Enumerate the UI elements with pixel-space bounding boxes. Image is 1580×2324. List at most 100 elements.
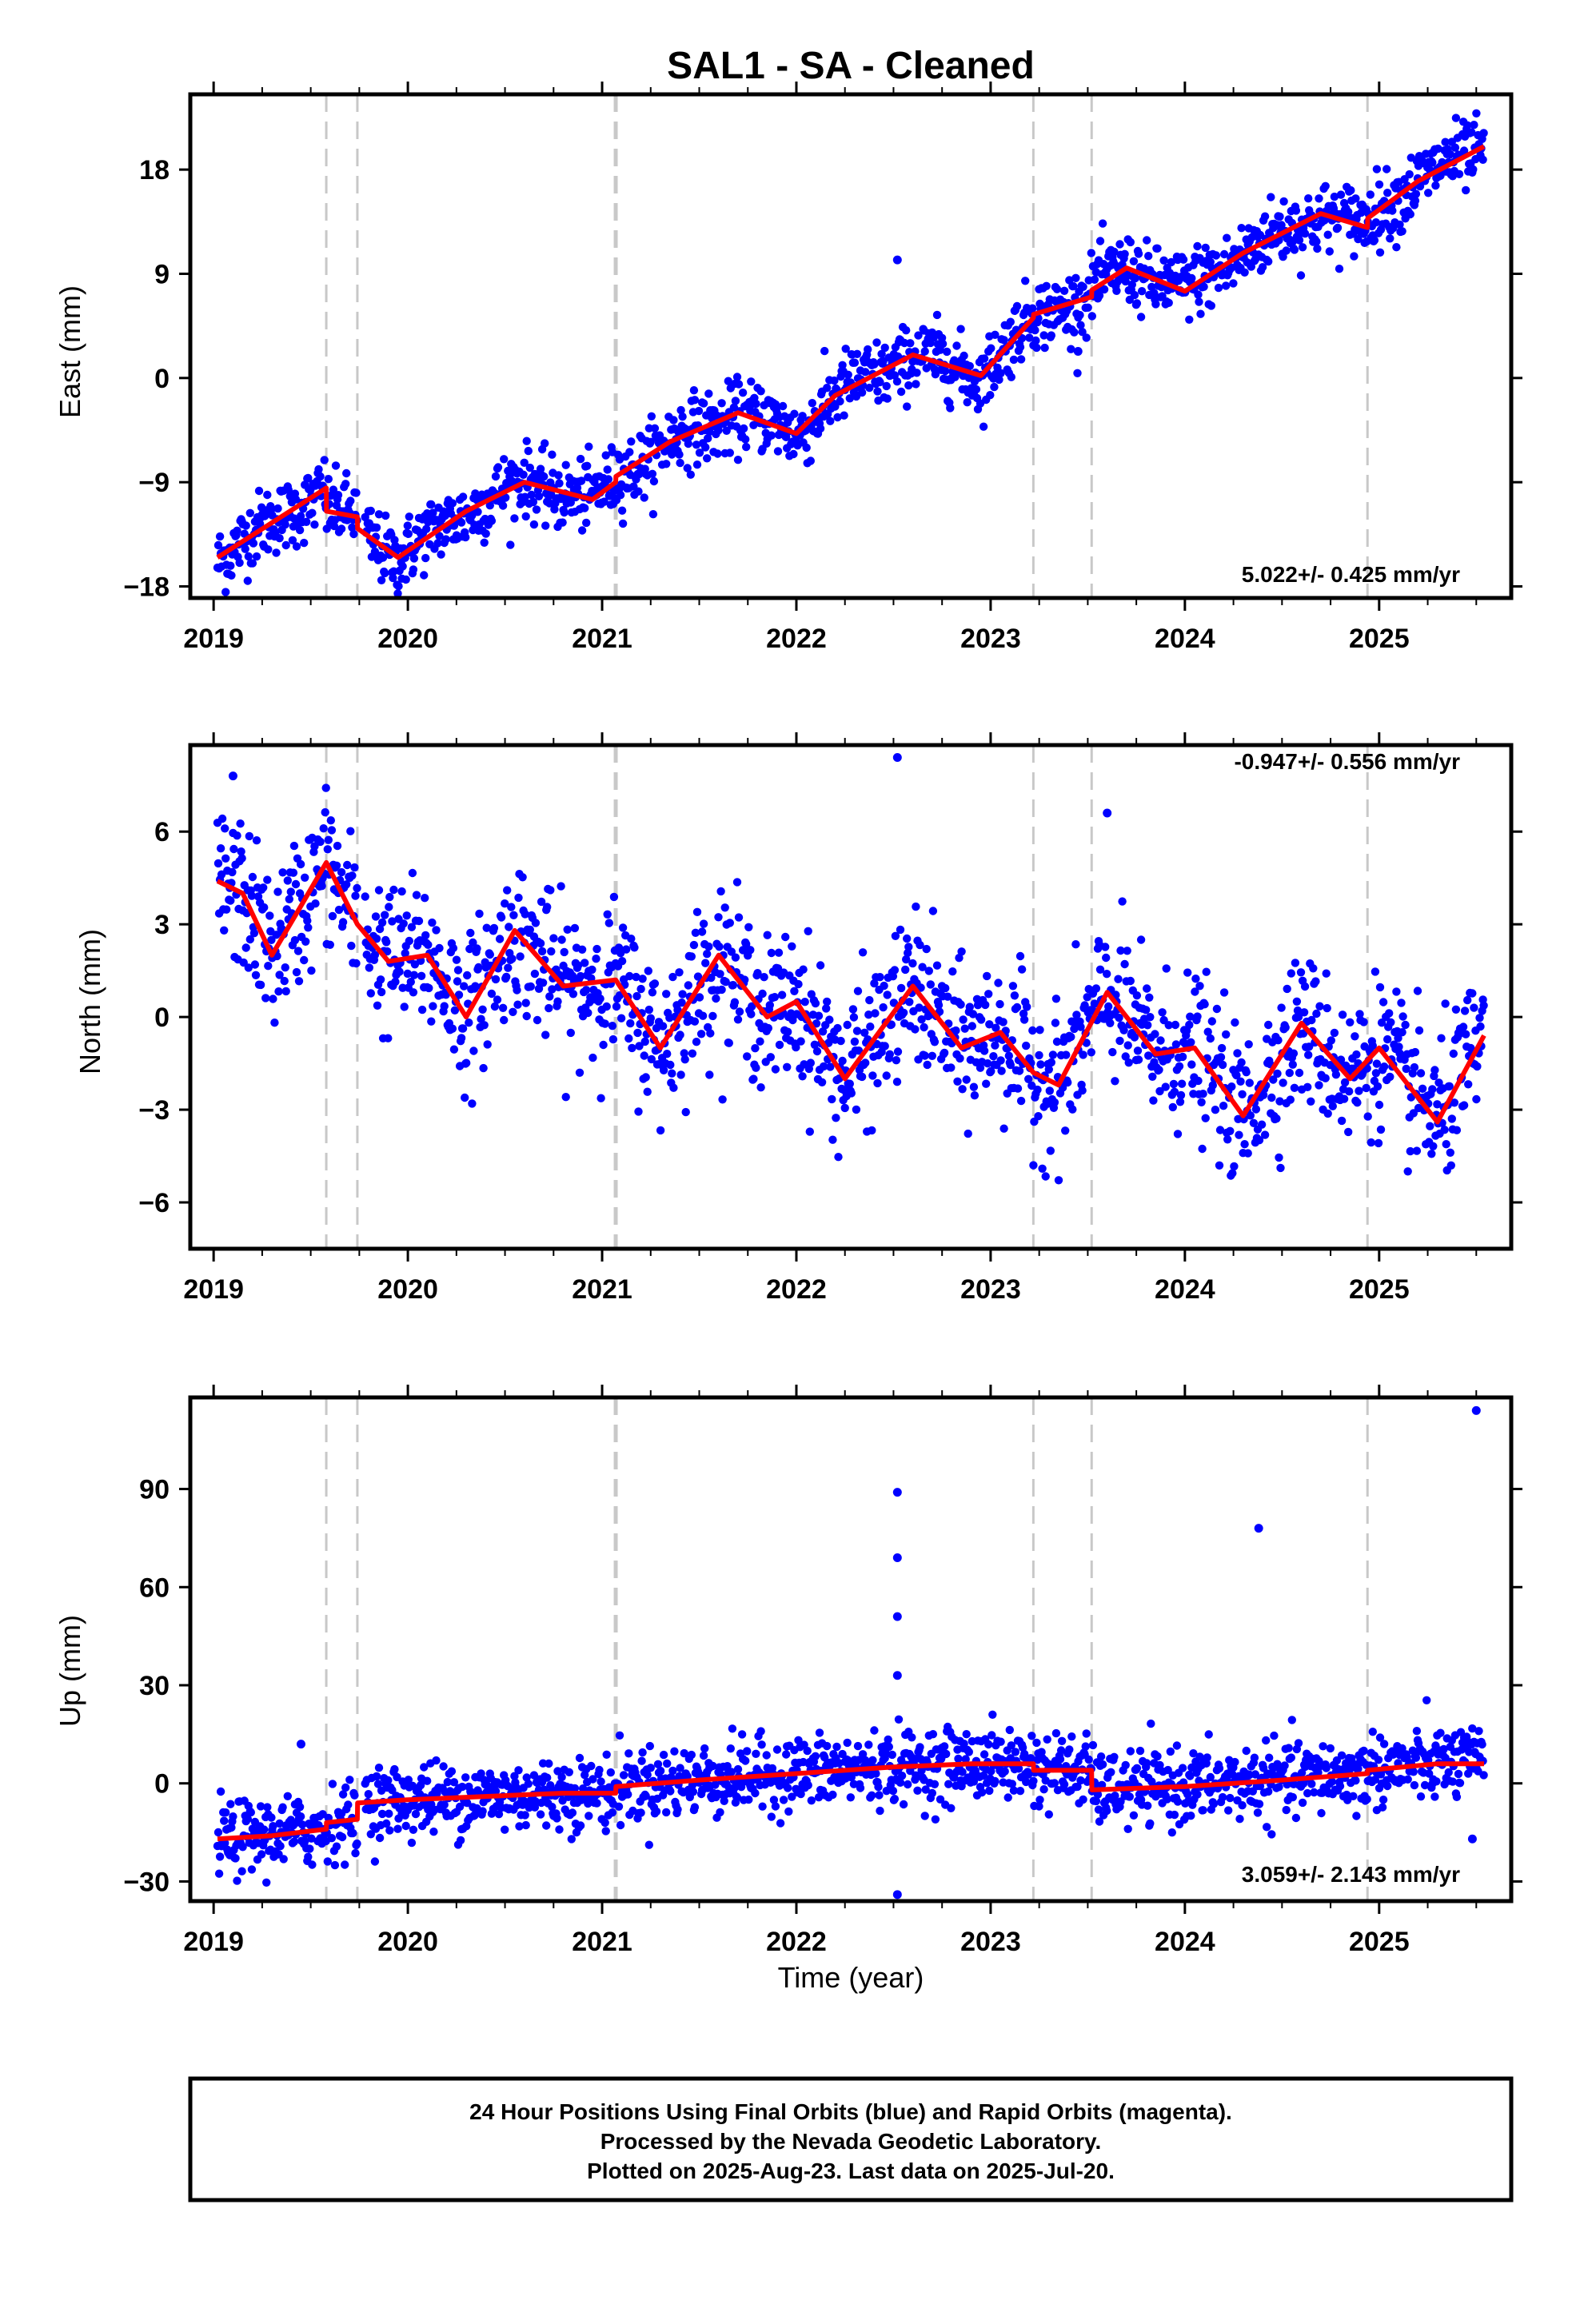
north-point — [283, 876, 292, 885]
east-point — [717, 399, 726, 408]
up-point — [897, 1772, 907, 1780]
north-point — [402, 911, 411, 920]
east-point — [1052, 285, 1062, 293]
east-point — [316, 472, 325, 481]
up-point — [1379, 1796, 1388, 1804]
east-point — [739, 424, 748, 433]
east-point — [995, 375, 1003, 385]
north-point — [1191, 987, 1199, 996]
up-point — [996, 1737, 1005, 1746]
east-point — [979, 422, 988, 431]
north-point — [252, 836, 261, 845]
east-point — [1431, 181, 1440, 190]
east-point — [767, 431, 776, 440]
up-point — [977, 1788, 987, 1797]
east-point — [1201, 243, 1210, 253]
north-point — [1429, 1142, 1438, 1151]
up-point — [1317, 1808, 1326, 1818]
east-point — [692, 460, 702, 469]
up-point — [720, 1796, 728, 1805]
up-point — [954, 1754, 963, 1764]
up-point — [1005, 1725, 1015, 1735]
north-point — [760, 973, 768, 982]
north-point — [1449, 1049, 1458, 1058]
north-point — [1051, 1018, 1060, 1027]
up-point — [349, 1828, 357, 1838]
east-point — [683, 464, 692, 472]
north-point — [1281, 1023, 1290, 1032]
east-point — [1446, 149, 1455, 159]
east-point — [394, 582, 403, 591]
north-point — [1376, 1125, 1386, 1134]
x-tick-label: 2020 — [377, 1927, 438, 1957]
north-point — [374, 886, 384, 895]
up-point — [944, 1780, 953, 1788]
north-point — [1340, 1078, 1350, 1087]
north-point — [533, 1015, 542, 1025]
north-point — [547, 947, 556, 956]
north-point — [1377, 1018, 1386, 1027]
up-point — [1322, 1764, 1331, 1772]
east-point — [890, 371, 900, 380]
north-point — [1273, 1069, 1282, 1078]
north-point — [1010, 991, 1019, 1000]
north-point — [1119, 1026, 1128, 1034]
north-point — [1022, 1041, 1031, 1050]
east-point — [669, 416, 678, 425]
north-point — [370, 951, 380, 959]
north-point — [538, 979, 548, 987]
north-point — [1351, 1032, 1359, 1041]
north-point — [213, 859, 223, 868]
north-point — [915, 1003, 924, 1012]
east-point — [288, 536, 297, 544]
east-point — [1095, 237, 1105, 245]
north-point — [458, 1024, 468, 1033]
y-tick-label: 0 — [154, 364, 170, 394]
east-point — [1078, 328, 1087, 337]
north-point — [1191, 975, 1200, 983]
north-point — [1283, 984, 1291, 994]
north-point — [1047, 1058, 1056, 1067]
north-point — [1433, 1100, 1442, 1109]
east-point — [1296, 271, 1306, 280]
up-point — [1095, 1817, 1104, 1826]
east-point — [581, 504, 589, 512]
north-point — [334, 905, 344, 915]
north-point — [1123, 1041, 1132, 1050]
east-point — [381, 568, 389, 578]
east-point — [1187, 273, 1196, 283]
up-point — [1294, 1739, 1303, 1748]
up-point — [521, 1811, 529, 1820]
north-point — [956, 1000, 965, 1009]
up-point — [646, 1764, 655, 1772]
north-point — [274, 987, 283, 996]
north-point — [259, 883, 268, 892]
north-point — [1437, 1034, 1446, 1042]
up-point — [687, 1750, 696, 1760]
up-outlier-point — [1471, 1405, 1481, 1415]
up-outlier-point — [892, 1890, 902, 1899]
north-point — [406, 978, 415, 987]
up-point — [652, 1807, 661, 1816]
north-point — [469, 1046, 478, 1055]
north-point — [964, 1129, 972, 1138]
east-point — [733, 456, 743, 464]
up-point — [1178, 1764, 1187, 1772]
up-point — [1203, 1753, 1211, 1762]
north-point — [1111, 1077, 1119, 1086]
east-point — [1264, 257, 1273, 266]
east-rate-label: 5.022+/- 0.425 mm/yr — [1242, 562, 1460, 587]
north-point — [1379, 998, 1388, 1007]
east-point — [1079, 282, 1087, 291]
up-point — [279, 1855, 288, 1864]
east-point — [493, 463, 503, 472]
up-point — [1259, 1764, 1268, 1772]
up-point — [423, 1776, 432, 1785]
north-point — [1255, 1136, 1264, 1145]
east-outlier-point — [892, 255, 902, 265]
up-point — [1474, 1727, 1483, 1736]
east-point — [731, 397, 740, 405]
north-point — [303, 916, 312, 925]
north-point — [1146, 1013, 1155, 1022]
